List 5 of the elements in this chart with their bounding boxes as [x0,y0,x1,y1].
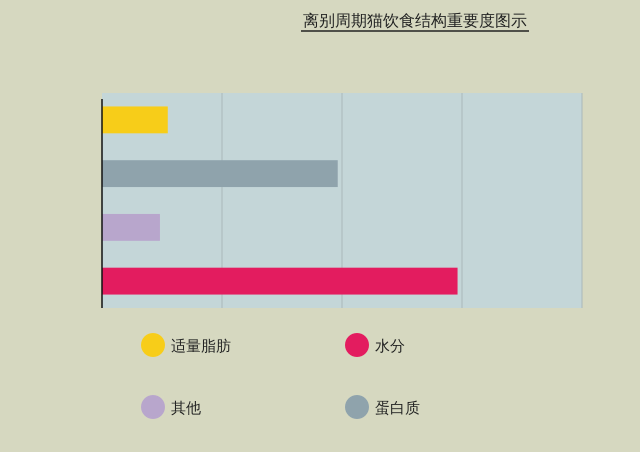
chart-title: 离别周期猫饮食结构重要度图示 [303,11,527,30]
legend-label: 蛋白质 [375,399,420,417]
legend-label: 适量脂肪 [171,337,231,355]
legend-label: 水分 [375,337,405,355]
legend-label: 其他 [171,399,201,417]
